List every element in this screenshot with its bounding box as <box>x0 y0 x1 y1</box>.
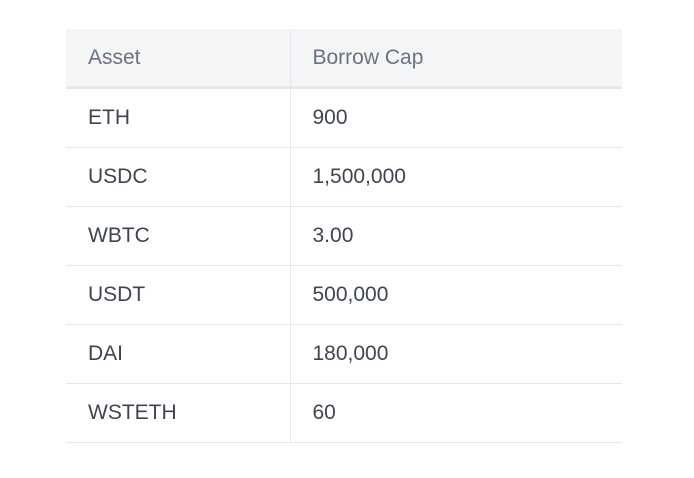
borrow-cap-cell: 500,000 <box>290 265 622 325</box>
asset-cell: USDT <box>66 265 291 325</box>
asset-cell: USDC <box>66 147 291 207</box>
table-row: WBTC 3.00 <box>66 206 622 266</box>
table-row: USDC 1,500,000 <box>66 147 622 207</box>
borrow-cap-table-container: Asset Borrow Cap ETH 900 USDC 1,500,000 … <box>66 29 622 443</box>
asset-cell: ETH <box>66 87 291 148</box>
table-body: ETH 900 USDC 1,500,000 WBTC 3.00 USDT 50… <box>66 87 622 443</box>
column-header-asset: Asset <box>66 29 291 89</box>
table-row: USDT 500,000 <box>66 265 622 325</box>
borrow-cap-cell: 60 <box>290 383 622 443</box>
asset-cell: WSTETH <box>66 383 291 443</box>
borrow-cap-table: Asset Borrow Cap ETH 900 USDC 1,500,000 … <box>66 29 622 443</box>
table-row: ETH 900 <box>66 87 622 148</box>
asset-cell: DAI <box>66 324 291 384</box>
table-row: DAI 180,000 <box>66 324 622 384</box>
column-header-borrow-cap: Borrow Cap <box>290 29 622 89</box>
asset-cell: WBTC <box>66 206 291 266</box>
table-header: Asset Borrow Cap <box>66 29 622 89</box>
borrow-cap-cell: 1,500,000 <box>290 147 622 207</box>
table-header-row: Asset Borrow Cap <box>66 29 622 89</box>
borrow-cap-cell: 3.00 <box>290 206 622 266</box>
borrow-cap-cell: 900 <box>290 87 622 148</box>
borrow-cap-cell: 180,000 <box>290 324 622 384</box>
table-row: WSTETH 60 <box>66 383 622 443</box>
